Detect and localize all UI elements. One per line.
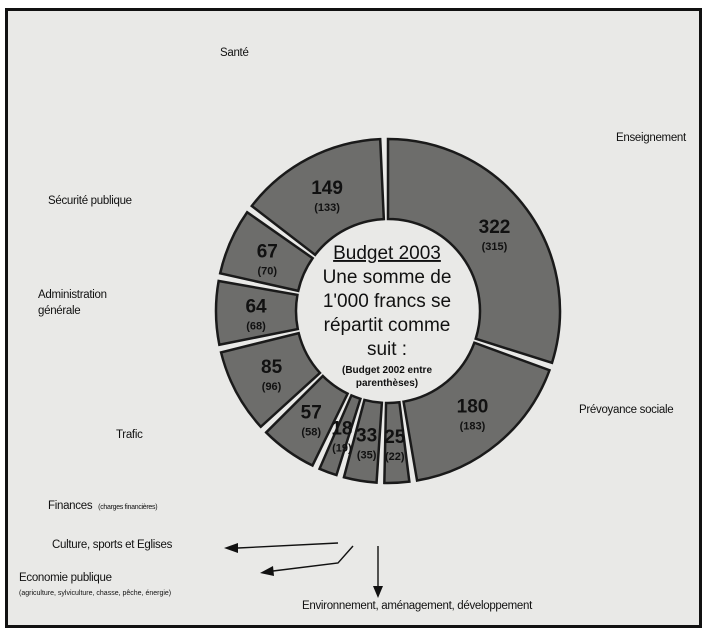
value-2002-sante: (133) (314, 202, 340, 214)
segment-trafic (219, 331, 322, 429)
label-securite: Sécurité publique (48, 195, 132, 207)
center-text: Budget 2003 Une somme de 1'000 francs se… (323, 243, 452, 389)
value-2003-finances: 57 (301, 402, 322, 423)
value-2002-securite: (70) (257, 266, 277, 278)
value-2003-environnement: 25 (384, 427, 406, 448)
donut-segments (214, 137, 562, 485)
arrowhead-culture (224, 543, 238, 553)
segment-sante (250, 137, 386, 257)
arrowhead-economie (260, 566, 274, 576)
label-sante: Santé (220, 47, 249, 59)
value-2002-finances: (58) (301, 426, 321, 438)
label-prevoyance: Prévoyance sociale (579, 404, 673, 416)
subtitle-line-2: 1'000 francs se (323, 291, 451, 312)
value-2003-enseignement: 322 (479, 217, 511, 238)
arrowhead-environnement (373, 586, 383, 598)
chart-title: Budget 2003 (333, 243, 441, 264)
label-administration-2: générale (38, 305, 80, 317)
arrow-culture (237, 542, 339, 549)
value-2002-economie: (35) (357, 449, 377, 461)
label-enseignement: Enseignement (616, 132, 687, 144)
value-2002-culture: (19) (332, 443, 352, 455)
label-economie: Economie publique (19, 572, 112, 584)
budget-donut-chart: 322 (315) 180 (183) 25 (22) 33 (35) 18 (19) 57 (58)… (19, 47, 687, 612)
label-administration-1: Administration (38, 289, 107, 301)
value-2003-trafic: 85 (261, 357, 283, 378)
subtitle-line-4: suit : (367, 339, 407, 360)
label-environnement: Environnement, aménagement, développemen… (302, 600, 533, 612)
value-2003-economie: 33 (356, 425, 377, 446)
segment-economie (342, 398, 384, 484)
arrow-economie (272, 545, 354, 572)
segment-enseignement (386, 137, 562, 365)
value-2002-enseignement: (315) (482, 241, 508, 253)
value-2003-sante: 149 (311, 178, 343, 199)
label-economie-detail: (agriculture, sylviculture, chasse, pêch… (19, 590, 171, 597)
pointer-arrows (224, 542, 383, 598)
value-2002-trafic: (96) (262, 381, 282, 393)
value-2003-securite: 67 (257, 242, 278, 263)
note-line-1: (Budget 2002 entre (342, 365, 432, 376)
label-trafic: Trafic (116, 429, 143, 441)
subtitle-line-3: répartit comme (324, 315, 451, 336)
value-2002-environnement: (22) (385, 451, 405, 463)
segment-finances (264, 374, 350, 468)
segment-securite (218, 210, 315, 293)
note-line-2: parenthèses) (356, 378, 418, 389)
segment-culture (317, 393, 362, 477)
segment-administration (214, 279, 300, 347)
value-2002-prevoyance: (183) (460, 420, 486, 432)
value-2003-prevoyance: 180 (457, 396, 489, 417)
segment-prevoyance (402, 341, 552, 482)
chart-frame: 322 (315) 180 (183) 25 (22) 33 (35) 18 (19) 57 (58)… (5, 8, 702, 628)
value-2003-administration: 64 (245, 296, 267, 317)
subtitle-line-1: Une somme de (323, 267, 452, 288)
value-labels: 322 (315) 180 (183) 25 (22) 33 (35) 18 (19) 57 (58)… (245, 178, 510, 463)
value-2002-administration: (68) (246, 320, 266, 332)
label-culture: Culture, sports et Eglises (52, 539, 173, 551)
segment-environnement (383, 400, 411, 485)
value-2003-culture: 18 (331, 419, 352, 440)
label-finances: Finances (charges financières) (48, 500, 157, 512)
